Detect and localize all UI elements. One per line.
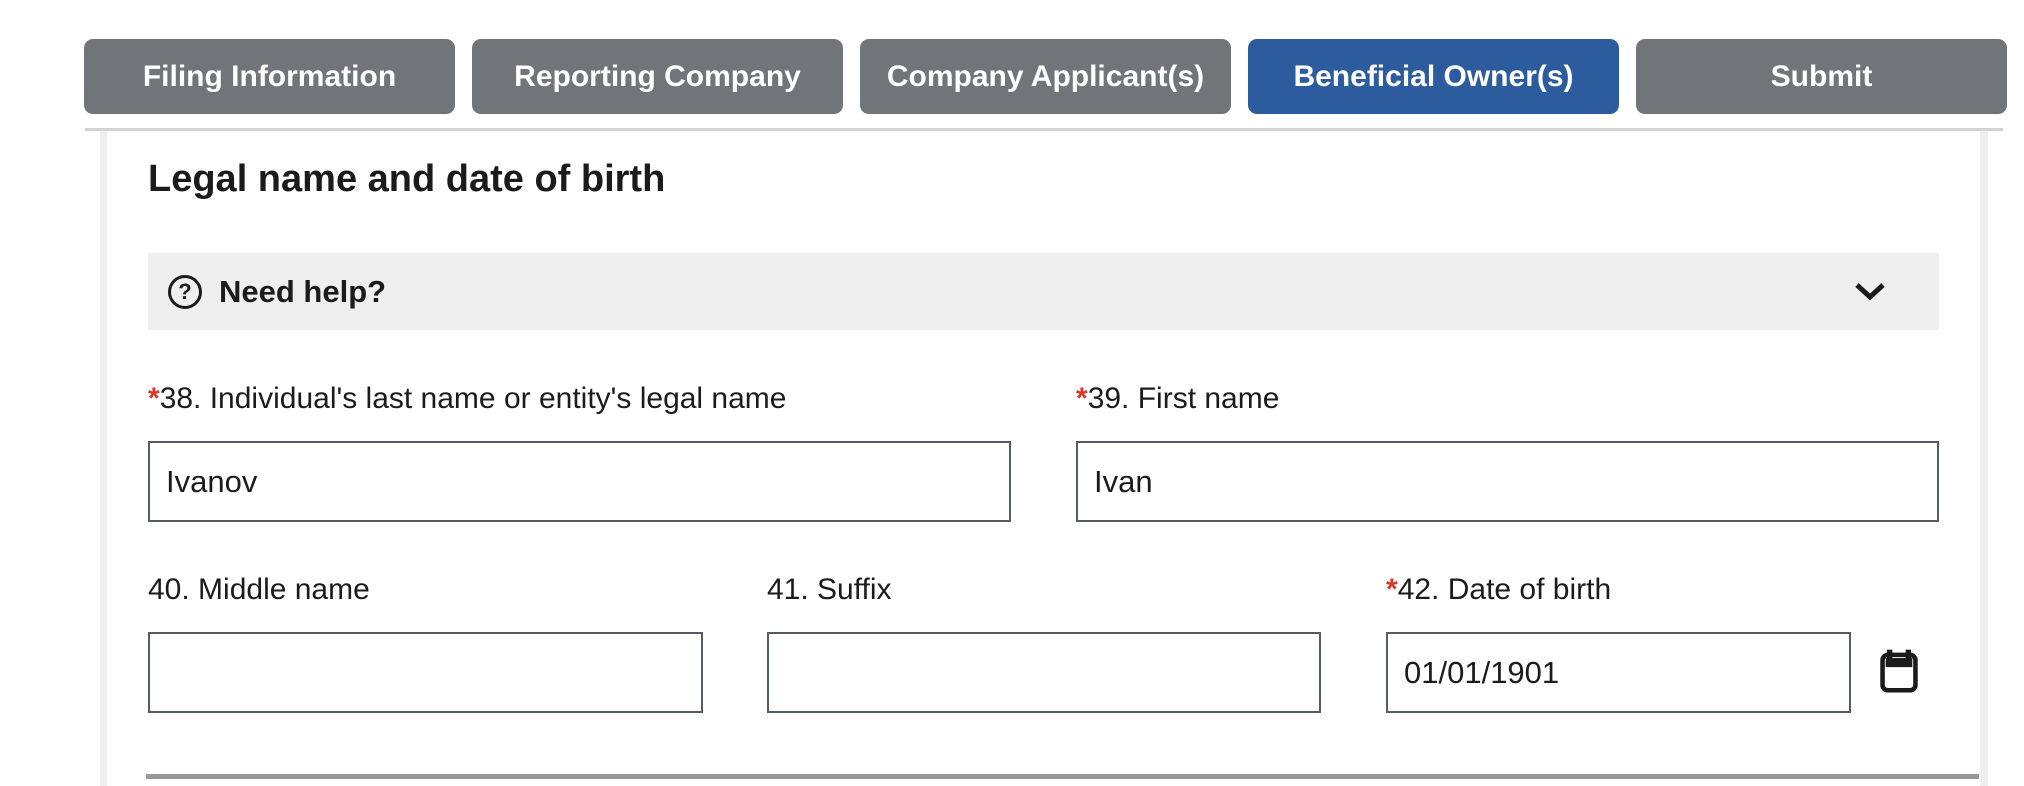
need-help-accordion[interactable]: ? Need help? [148, 253, 1939, 330]
middle-name-input[interactable] [148, 632, 703, 713]
first-name-label-text: 39. First name [1087, 382, 1280, 415]
suffix-label-text: 41. Suffix [767, 573, 892, 606]
panel-right-border [1980, 131, 1988, 786]
field-suffix: 41. Suffix [767, 573, 1321, 713]
section-heading: Legal name and date of birth [148, 158, 666, 200]
dob-label: *42. Date of birth [1386, 573, 1851, 606]
calendar-icon [1878, 649, 1920, 697]
dob-input[interactable] [1386, 632, 1851, 713]
dob-label-text: 42. Date of birth [1397, 573, 1612, 606]
field-middle-name: 40. Middle name [148, 573, 703, 713]
suffix-label: 41. Suffix [767, 573, 1321, 606]
required-marker: * [1386, 573, 1398, 606]
field-date-of-birth: *42. Date of birth [1386, 573, 1920, 713]
last-name-label: *38. Individual's last name or entity's … [148, 382, 1011, 415]
tab-filing-information[interactable]: Filing Information [84, 39, 455, 114]
field-first-name: *39. First name [1076, 382, 1939, 522]
tab-submit[interactable]: Submit [1636, 39, 2007, 114]
tab-company-applicants[interactable]: Company Applicant(s) [860, 39, 1231, 114]
last-name-label-text: 38. Individual's last name or entity's l… [159, 382, 787, 415]
next-section-top-border [146, 774, 1979, 779]
dob-field-inner: *42. Date of birth [1386, 573, 1851, 713]
middle-name-label: 40. Middle name [148, 573, 703, 606]
help-question-icon: ? [168, 274, 202, 309]
panel-left-border [100, 131, 107, 786]
form-step-tabs: Filing Information Reporting Company Com… [84, 39, 2007, 114]
last-name-input[interactable] [148, 441, 1011, 522]
first-name-input[interactable] [1076, 441, 1939, 522]
tab-reporting-company[interactable]: Reporting Company [472, 39, 843, 114]
panel-top-border [85, 128, 2003, 131]
need-help-label: Need help? [219, 273, 387, 309]
field-last-name: *38. Individual's last name or entity's … [148, 382, 1011, 522]
first-name-label: *39. First name [1076, 382, 1939, 415]
required-marker: * [1076, 382, 1088, 415]
suffix-input[interactable] [767, 632, 1321, 713]
chevron-down-icon [1853, 282, 1887, 302]
middle-name-label-text: 40. Middle name [148, 573, 370, 606]
calendar-picker-button[interactable] [1878, 648, 1920, 694]
middle-suffix-dob-row: 40. Middle name 41. Suffix *42. Date of … [148, 573, 1939, 713]
required-marker: * [148, 382, 160, 415]
tab-beneficial-owners[interactable]: Beneficial Owner(s) [1248, 39, 1619, 114]
beneficial-owner-form-panel: Legal name and date of birth ? Need help… [146, 131, 1979, 779]
name-row: *38. Individual's last name or entity's … [148, 382, 1939, 522]
